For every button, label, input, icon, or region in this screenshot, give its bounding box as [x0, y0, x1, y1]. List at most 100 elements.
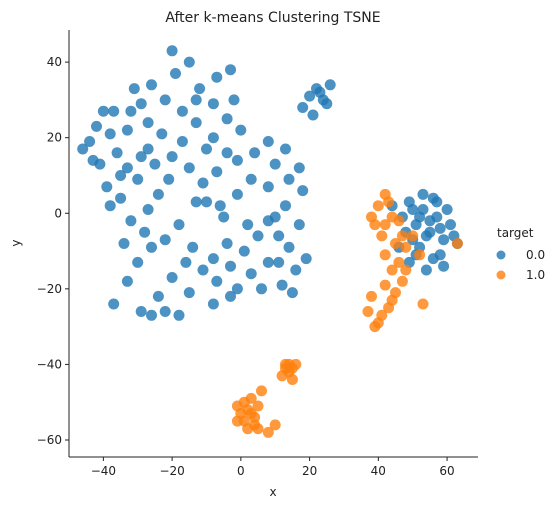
point-series-0-17 [121, 275, 133, 287]
point-series-1-37 [256, 385, 267, 397]
point-series-0-54 [231, 188, 243, 200]
point-series-0-67 [293, 219, 305, 231]
point-series-0-96 [273, 256, 285, 268]
point-series-0-82 [269, 158, 281, 170]
point-series-0-2 [97, 105, 109, 117]
point-series-0-115 [321, 98, 333, 110]
x-tick-label-4: 40 [371, 464, 386, 478]
point-series-0-97 [286, 287, 298, 299]
y-tick-label-2: −20 [37, 282, 62, 296]
point-series-0-76 [245, 173, 257, 185]
point-series-0-84 [108, 105, 120, 117]
point-series-0-8 [115, 192, 127, 204]
point-series-1-21 [400, 264, 412, 276]
point-series-0-90 [190, 196, 202, 208]
point-series-0-77 [231, 154, 243, 166]
point-series-1-13 [414, 249, 426, 261]
point-series-0-3 [104, 128, 116, 140]
point-series-0-27 [142, 143, 154, 155]
x-tick-label-3: 20 [302, 464, 317, 478]
point-series-0-107 [125, 105, 137, 117]
y-tick-label-5: 40 [47, 55, 62, 69]
point-series-0-21 [166, 272, 178, 283]
point-series-1-52 [286, 374, 298, 385]
point-series-0-78 [249, 147, 261, 159]
point-series-0-40 [159, 94, 171, 106]
point-series-0-98 [300, 253, 312, 265]
point-series-0-105 [87, 154, 99, 166]
point-series-0-74 [283, 173, 295, 185]
point-series-1-25 [386, 294, 398, 306]
point-series-0-6 [121, 162, 133, 174]
point-series-0-58 [225, 260, 236, 272]
point-series-0-132 [417, 188, 429, 200]
point-series-0-56 [221, 238, 233, 249]
point-series-0-35 [211, 166, 223, 178]
point-series-1-14 [396, 275, 408, 287]
point-series-0-73 [297, 185, 309, 197]
point-series-0-37 [207, 132, 219, 144]
point-series-0-59 [238, 245, 250, 257]
point-series-0-87 [115, 170, 127, 181]
point-series-0-72 [280, 200, 291, 212]
point-series-0-86 [128, 83, 140, 95]
point-series-0-106 [101, 181, 113, 193]
point-series-0-92 [180, 256, 192, 268]
chart-title: After k-means Clustering TSNE [165, 10, 380, 26]
point-series-0-39 [176, 105, 188, 117]
point-series-1-43 [252, 423, 264, 435]
point-series-0-38 [190, 117, 202, 129]
point-series-1-26 [396, 230, 408, 242]
point-series-0-61 [231, 283, 243, 295]
point-series-1-6 [376, 230, 388, 242]
point-series-0-122 [438, 234, 450, 246]
point-series-0-91 [118, 238, 130, 249]
point-series-0-32 [163, 173, 175, 185]
point-series-0-65 [273, 230, 285, 242]
x-tick-label-2: 0 [237, 464, 245, 478]
legend: target 0.0 1.0 [496, 226, 545, 282]
point-series-0-81 [293, 162, 305, 174]
point-series-0-70 [262, 256, 274, 268]
point-series-0-41 [146, 79, 157, 91]
point-series-0-16 [132, 256, 144, 268]
y-tick-label-4: 20 [47, 131, 62, 145]
point-series-0-34 [197, 177, 209, 189]
y-tick-label-3: 0 [54, 206, 62, 220]
legend-label-0: 0.0 [526, 248, 545, 262]
y-axis-ticks: −60 −40 −20 0 20 40 [37, 55, 69, 447]
point-series-0-15 [146, 241, 157, 253]
point-series-0-89 [187, 241, 199, 253]
point-series-0-123 [445, 219, 456, 231]
x-axis-ticks: −40 −20 0 20 40 60 [91, 457, 455, 478]
point-series-0-42 [170, 68, 181, 79]
point-series-0-20 [152, 290, 164, 302]
point-series-0-30 [176, 136, 188, 147]
point-series-0-29 [166, 151, 178, 163]
point-series-0-108 [297, 102, 309, 113]
point-series-0-36 [221, 147, 233, 159]
point-series-0-25 [159, 306, 171, 317]
point-series-0-47 [221, 113, 233, 125]
point-series-1-12 [407, 230, 419, 242]
points-layer [77, 45, 463, 438]
point-series-0-9 [104, 200, 116, 212]
point-series-0-51 [190, 94, 202, 106]
point-series-0-43 [183, 56, 195, 68]
x-axis-label: x [269, 485, 276, 499]
point-series-0-109 [304, 90, 316, 102]
point-series-0-0 [84, 136, 96, 147]
point-series-1-29 [379, 219, 391, 231]
point-series-0-18 [108, 298, 120, 310]
point-series-1-44 [262, 426, 274, 438]
point-series-0-129 [434, 249, 446, 261]
point-series-1-45 [269, 419, 281, 431]
point-series-0-28 [156, 128, 168, 140]
point-series-1-41 [231, 415, 243, 427]
point-series-0-93 [207, 298, 219, 310]
point-series-0-104 [77, 143, 89, 155]
point-series-1-8 [379, 249, 391, 261]
point-series-1-24 [372, 317, 384, 329]
point-series-0-140 [420, 230, 432, 242]
